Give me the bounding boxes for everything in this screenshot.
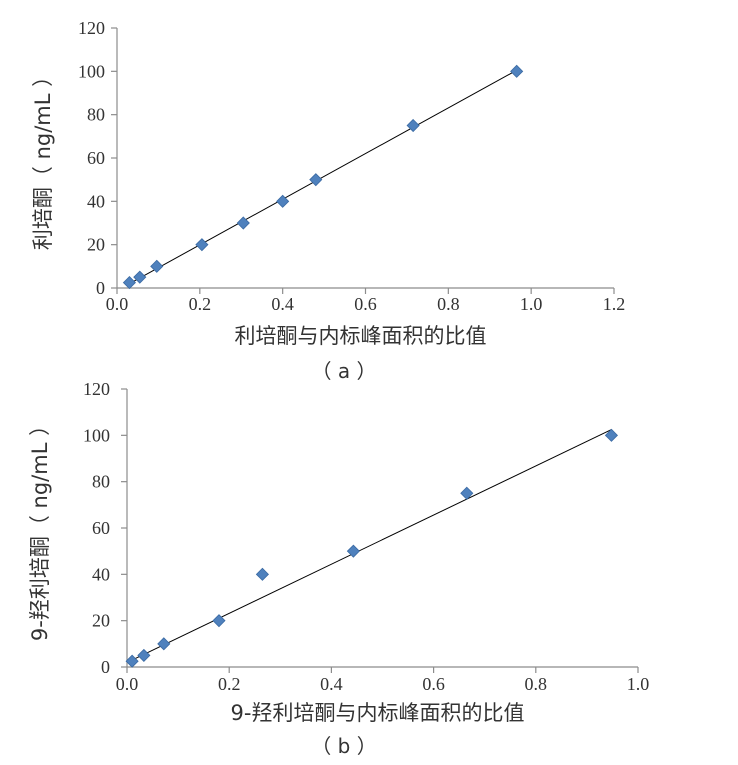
data-point [604,428,618,442]
data-point [212,614,226,628]
data-point [122,276,136,290]
data-point [346,544,360,558]
y-tick-label: 120 [78,18,105,38]
panel-caption: （ b ） [311,734,376,758]
y-tick-label: 20 [92,611,110,631]
y-tick-label: 40 [92,564,110,584]
y-tick-label: 120 [83,379,110,399]
data-point [236,216,250,230]
trendline [131,429,612,661]
data-point [133,270,147,284]
data-point [125,654,139,668]
data-point [157,637,171,651]
data-point [255,567,269,581]
data-point [137,648,151,662]
x-tick-label: 0.4 [271,294,294,314]
y-tick-label: 60 [92,518,110,538]
x-tick-label: 1.2 [603,294,626,314]
y-tick-label: 60 [87,148,105,168]
y-tick-label: 20 [87,235,105,255]
trendline [129,69,517,285]
x-tick-label: 0.0 [116,674,139,694]
x-tick-label: 0.8 [437,294,460,314]
x-tick-label: 0.6 [422,674,445,694]
x-tick-label: 1.0 [627,674,650,694]
y-tick-label: 0 [96,278,105,298]
x-tick-label: 1.0 [520,294,543,314]
chart-a: 0 20 40 60 80 100 120 0.0 0.2 0.4 0.6 0.8 1.0 1.2 利培酮与… [31,18,625,383]
data-point [150,259,164,273]
y-tick-label: 80 [87,105,105,125]
data-point [276,194,290,208]
y-axis-label: 9-羟利培酮（ ng/mL ） [28,415,52,641]
x-tick-label: 0.4 [320,674,343,694]
x-tick-label: 0.0 [106,294,129,314]
y-tick-label: 80 [92,472,110,492]
x-axis-label: 利培酮与内标峰面积的比值 [235,324,487,348]
data-point [195,238,209,252]
y-tick-label: 0 [101,657,110,677]
data-point [309,173,323,187]
panel-caption: （ a ） [312,359,377,383]
data-point [406,118,420,133]
x-tick-label: 0.8 [525,674,548,694]
x-tick-label: 0.2 [218,674,241,694]
x-axis-label: 9-羟利培酮与内标峰面积的比值 [231,701,525,725]
data-point [460,486,474,500]
y-axis-label: 利培酮（ ng/mL ） [31,66,55,250]
y-tick-label: 100 [83,425,110,445]
x-tick-label: 0.2 [189,294,212,314]
chart-b: 0 20 40 60 80 100 120 0.0 0.2 0.4 0.6 0.8 1.0 9-羟利培酮与… [28,379,649,758]
data-point [510,64,524,78]
y-tick-label: 100 [78,61,105,81]
y-tick-label: 40 [87,191,105,211]
x-tick-label: 0.6 [354,294,377,314]
